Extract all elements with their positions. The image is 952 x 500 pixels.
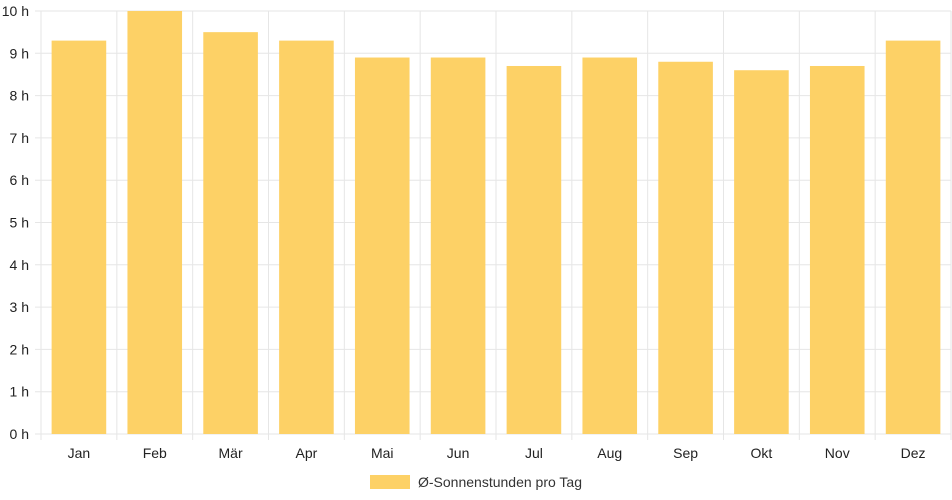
bar-nov (809, 65, 865, 435)
y-tick-label: 3 h (10, 299, 29, 315)
bar-feb (127, 11, 183, 434)
bar-mai (354, 57, 410, 434)
bar-apr (279, 40, 334, 435)
legend[interactable]: Ø-Sonnenstunden pro Tag (0, 472, 952, 492)
bar-mär (203, 32, 258, 435)
bar-aug (582, 57, 638, 434)
bar-jul (506, 65, 562, 435)
y-tick-label: 10 h (2, 3, 29, 19)
bar-jan (51, 40, 107, 435)
x-tick-label: Feb (143, 445, 167, 461)
y-tick-label: 9 h (10, 45, 29, 61)
x-tick-label: Jan (68, 445, 91, 461)
x-tick-label: Mär (219, 445, 243, 461)
bar-jun (430, 57, 486, 434)
y-tick-label: 2 h (10, 341, 29, 357)
grid-lines (35, 10, 952, 440)
bars (51, 11, 941, 435)
y-tick-label: 1 h (10, 384, 29, 400)
y-tick-label: 4 h (10, 257, 29, 273)
x-tick-label: Mai (371, 445, 394, 461)
y-tick-label: 0 h (10, 426, 29, 442)
x-tick-label: Nov (825, 445, 850, 461)
y-axis-ticks: 0 h 1 h 2 h 3 h 4 h 5 h 6 h 7 h 8 h 9 h 10 h (2, 3, 29, 442)
x-tick-label: Okt (751, 445, 773, 461)
x-tick-label: Apr (296, 445, 318, 461)
x-tick-label: Jul (525, 445, 543, 461)
x-tick-label: Aug (597, 445, 622, 461)
x-tick-label: Jun (447, 445, 470, 461)
y-tick-label: 8 h (10, 88, 29, 104)
legend-label: Ø-Sonnenstunden pro Tag (418, 474, 582, 490)
y-tick-label: 7 h (10, 130, 29, 146)
y-tick-label: 6 h (10, 172, 29, 188)
x-axis-ticks: Jan Feb Mär Apr Mai Jun Jul Aug Sep Okt Nov Dez (68, 445, 926, 461)
bar-sep (658, 61, 713, 434)
x-tick-label: Dez (901, 445, 926, 461)
y-tick-label: 5 h (10, 215, 29, 231)
x-tick-label: Sep (673, 445, 698, 461)
legend-swatch (370, 475, 410, 489)
bar-okt (734, 70, 789, 434)
bar-dez (885, 40, 941, 435)
